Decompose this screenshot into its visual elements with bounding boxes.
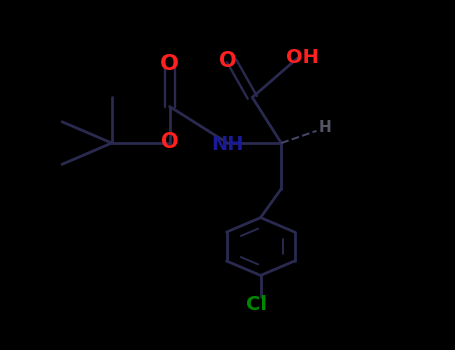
Text: H: H [318, 120, 331, 135]
Text: OH: OH [286, 48, 318, 67]
Text: O: O [161, 132, 178, 152]
Text: O: O [160, 54, 179, 74]
Text: Cl: Cl [246, 295, 267, 314]
Text: O: O [219, 51, 236, 71]
Text: NH: NH [211, 135, 244, 154]
